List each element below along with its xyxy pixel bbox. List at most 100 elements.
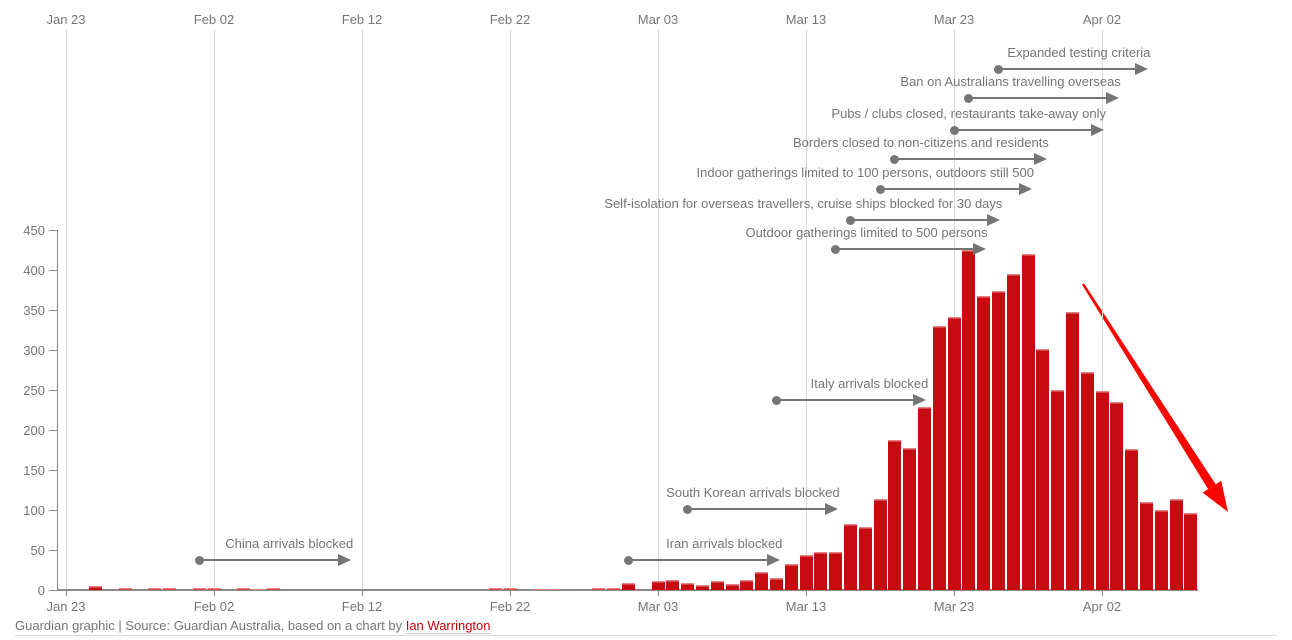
bar [266,588,280,590]
x-axis-tick [213,590,215,596]
y-axis-label: 100 [23,502,45,518]
date-gridline [953,30,955,590]
bar [947,317,961,590]
annotation-arrow-line [850,219,990,221]
bar [651,581,665,590]
bar [592,588,606,590]
annotation-arrow-line [199,559,341,561]
annotation-arrowhead [972,243,986,255]
y-axis-tick [49,309,57,311]
y-axis-tick [49,229,57,231]
y-axis-tick [49,549,57,551]
x-axis-label-top: Mar 13 [785,12,827,27]
bar [1110,402,1124,590]
bar [740,579,754,590]
bar [192,588,206,590]
x-axis-tick [509,590,511,596]
date-gridline [657,30,659,590]
annotation-label: Iran arrivals blocked [666,536,783,551]
bar [903,448,917,590]
x-axis-label-bottom: Mar 13 [785,599,827,614]
bar [1184,513,1198,590]
bar [607,588,621,590]
y-axis-tick [49,269,57,271]
x-axis-label-top: Apr 02 [1082,12,1122,27]
bar [1139,502,1153,590]
annotation-arrow-line [628,559,770,561]
date-gridline [509,30,511,590]
x-axis-label-bottom: Jan 23 [46,599,86,614]
bar [163,587,177,590]
annotation-label: Self-isolation for overseas travellers, … [604,196,1003,211]
footer: Guardian graphic | Source: Guardian Aust… [15,618,491,634]
x-axis-label-bottom: Feb 12 [341,599,383,614]
bar [843,523,857,590]
annotation-arrow-line [894,158,1036,160]
footer-source-text: Guardian graphic | Source: Guardian Aust… [15,618,406,633]
x-axis-label-top: Jan 23 [46,12,86,27]
annotation-arrowhead [1091,124,1104,136]
annotation-arrowhead [1105,92,1119,104]
y-axis-tick [49,429,57,431]
y-axis-label: 300 [23,342,45,358]
x-axis-label-bottom: Mar 23 [933,599,975,614]
y-axis-label: 150 [23,462,45,478]
footer-credit-link[interactable]: Ian Warrington [405,618,491,634]
bar [695,585,709,590]
annotation-arrow-line [687,508,827,510]
annotation-arrowhead [824,503,838,515]
bar [1006,274,1020,590]
annotation-label: Italy arrivals blocked [810,376,929,391]
y-axis-tick [49,349,57,351]
bar [503,587,517,590]
bar [89,586,103,590]
y-axis-label: 250 [23,382,45,398]
bar [799,554,813,590]
x-axis-tick [361,590,363,596]
annotation-label: Ban on Australians travelling overseas [900,74,1121,89]
y-axis-line [57,230,58,591]
bar [488,588,502,590]
y-axis-label: 400 [23,262,45,278]
annotation-arrowhead [767,554,781,566]
annotation-arrow-line [998,68,1138,70]
bar [725,583,739,590]
x-axis-tick [657,590,659,596]
bar [1095,390,1109,590]
bar [710,581,724,590]
bar [118,588,132,590]
annotation-arrowhead [1033,153,1047,165]
y-axis-tick [49,509,57,511]
bar [888,439,902,590]
annotation-arrow-line [880,188,1021,190]
x-axis-tick [65,590,67,596]
annotation-arrow-line [835,248,975,250]
bar [1021,254,1035,590]
annotation-arrow-line [776,399,916,401]
bar [237,588,251,590]
annotation-arrowhead [987,214,1001,226]
bar [1169,498,1183,590]
x-axis-tick [805,590,807,596]
footer-divider [15,635,1277,636]
y-axis-tick [49,469,57,471]
x-axis-label-bottom: Feb 22 [489,599,531,614]
bar [681,582,695,590]
date-gridline [805,30,807,590]
x-axis-label-top: Feb 02 [193,12,235,27]
date-gridline [1101,30,1103,590]
bar [1125,449,1139,590]
bar [533,589,547,590]
bar [251,589,265,590]
bar [1051,390,1065,590]
bar [977,296,991,590]
date-gridline [361,30,363,590]
y-axis-label: 200 [23,422,45,438]
x-axis-label-top: Mar 23 [933,12,975,27]
x-axis-label-top: Feb 12 [341,12,383,27]
x-axis-label-bottom: Feb 02 [193,599,235,614]
annotation-label: South Korean arrivals blocked [666,485,840,500]
x-axis-label-top: Feb 22 [489,12,531,27]
bar [829,551,843,590]
